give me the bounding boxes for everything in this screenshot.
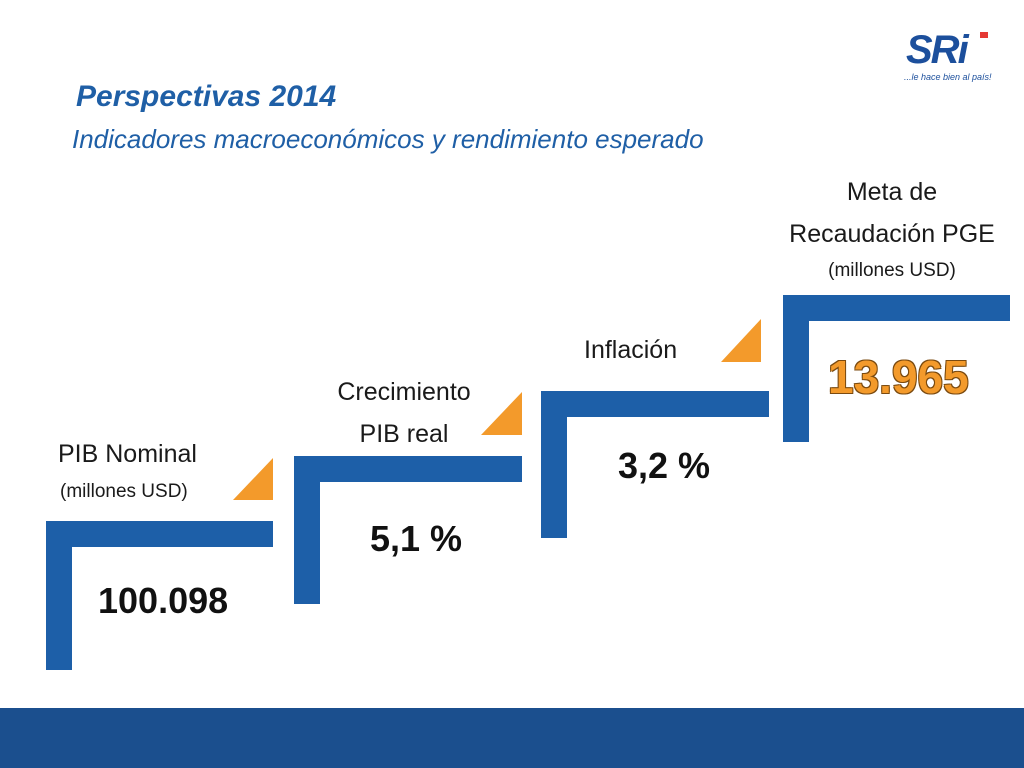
step-4-bar-top — [783, 295, 1010, 321]
step-3-bar-top — [541, 391, 769, 417]
step-4-bar-side — [783, 295, 809, 442]
page-subtitle: Indicadores macroeconómicos y rendimient… — [72, 124, 704, 154]
step-3-label: Inflación — [584, 336, 678, 364]
step-3-bar-side — [541, 391, 567, 538]
step-1-sublabel: (millones USD) — [60, 481, 188, 502]
step-4-value: 13.965 — [828, 351, 969, 403]
step-1-value: 100.098 — [98, 580, 229, 621]
step-1-bar-side — [46, 521, 72, 670]
logo-text: SRi — [906, 28, 969, 72]
step-2-bar-side — [294, 456, 320, 604]
logo-accent — [980, 32, 988, 38]
step-3-value: 3,2 % — [618, 445, 711, 486]
step-2-bar-top — [294, 456, 522, 482]
step-2-label: Crecimiento — [337, 378, 471, 406]
footer-bar — [0, 708, 1024, 768]
step-4-label-line2: Recaudación PGE — [789, 220, 995, 248]
step-2-sublabel: PIB real — [359, 420, 449, 448]
step-3-arrow-icon — [721, 319, 761, 362]
step-4-label: Meta de — [846, 178, 938, 206]
step-1-arrow-icon — [233, 458, 273, 500]
sri-logo: SRi ...le hace bien al país! — [900, 28, 992, 88]
step-1-bar-top — [46, 521, 273, 547]
logo-tagline: ...le hace bien al país! — [904, 72, 992, 82]
step-1-label: PIB Nominal — [58, 440, 197, 468]
step-4-sublabel: (millones USD) — [828, 260, 956, 281]
page-title: Perspectivas 2014 — [76, 80, 337, 113]
step-2-arrow-icon — [481, 392, 522, 435]
step-2-value: 5,1 % — [370, 518, 463, 559]
